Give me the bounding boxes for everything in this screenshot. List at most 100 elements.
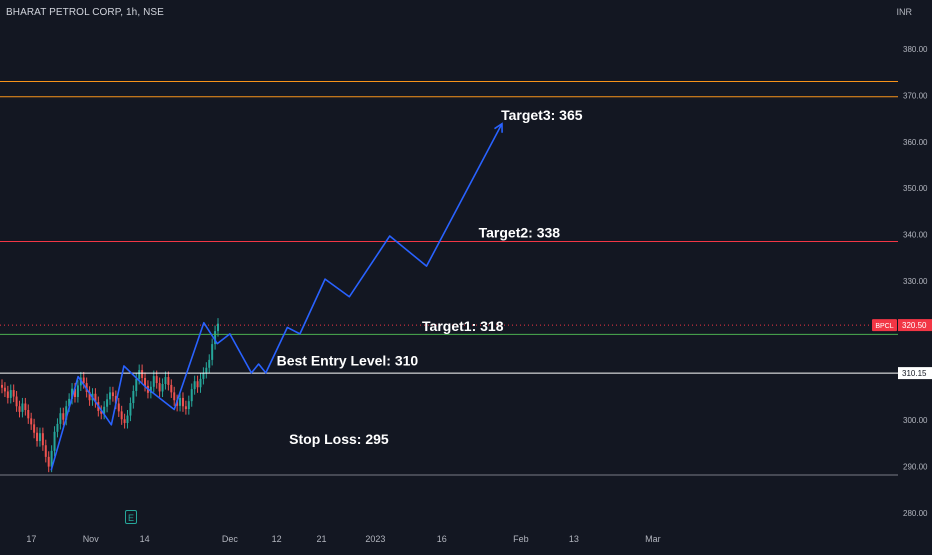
candle-body — [3, 387, 6, 392]
candle-body — [65, 406, 68, 420]
candle-body — [18, 406, 21, 412]
time-tick-label: Nov — [83, 534, 100, 544]
time-axis: 17 Nov 14 Dec 12 21 2023 16 Feb 13 Mar — [26, 534, 660, 544]
candle-body — [47, 456, 50, 467]
candle-body — [27, 409, 30, 419]
candle-body — [193, 381, 196, 390]
candle-body — [187, 401, 190, 410]
projection — [50, 122, 503, 471]
time-tick-label: Dec — [222, 534, 239, 544]
candles — [1, 318, 219, 473]
time-tick-label: Feb — [513, 534, 529, 544]
candle-body — [190, 389, 193, 402]
candle-body — [214, 331, 217, 345]
candle-body — [144, 377, 147, 386]
candle-body — [85, 383, 88, 392]
earnings-icon[interactable]: E — [125, 510, 137, 524]
candle-body — [44, 445, 47, 457]
candle-body — [1, 384, 3, 388]
candle-body — [152, 376, 155, 387]
candle-body — [94, 393, 97, 403]
candle-body — [202, 372, 205, 379]
candle-body — [120, 411, 123, 420]
time-tick-label: 16 — [437, 534, 447, 544]
price-tick-label: 300.00 — [903, 416, 928, 425]
candle-body — [158, 383, 161, 392]
price-tick-label: 290.00 — [903, 463, 928, 472]
candle-body — [123, 419, 126, 423]
symbol-tag: BPCL — [875, 323, 893, 330]
time-tick-label: 17 — [26, 534, 36, 544]
current-price-tag: 320.50 — [902, 321, 927, 330]
candle-body — [211, 344, 214, 360]
target1-label: Target1: 318 — [422, 318, 504, 334]
price-tick-label: 350.00 — [903, 184, 928, 193]
candle-body — [24, 403, 27, 410]
candle-body — [196, 381, 199, 388]
candle-body — [149, 386, 152, 393]
candle-body — [111, 392, 114, 397]
candle-body — [161, 384, 164, 392]
candle-body — [15, 396, 18, 407]
candle-body — [59, 413, 62, 424]
price-tick-label: 370.00 — [903, 91, 928, 100]
price-axis: 380.00 370.00 360.00 350.00 340.00 330.00 320.… — [898, 0, 932, 550]
candle-body — [117, 403, 120, 412]
candle-body — [12, 390, 15, 397]
price-axis-bg — [898, 0, 932, 550]
candle-body — [76, 385, 79, 397]
stoploss-label: Stop Loss: 295 — [289, 431, 389, 447]
candle-body — [164, 377, 167, 385]
candle-body — [199, 378, 202, 388]
candle-body — [205, 367, 208, 373]
candle-body — [141, 370, 144, 378]
projection-arrowhead — [494, 122, 503, 133]
candle-body — [62, 413, 65, 420]
candle-body — [103, 406, 106, 414]
symbol-title: BHARAT PETROL CORP, 1h, NSE — [6, 7, 164, 18]
annotations: Target3: 365 Target2: 338 Target1: 318 Best… — [277, 107, 583, 447]
price-tick-label: 380.00 — [903, 45, 928, 54]
candle-body — [88, 391, 91, 401]
candle-body — [155, 376, 158, 384]
candle-body — [30, 418, 33, 425]
candle-body — [208, 359, 211, 368]
price-tick-label: 280.00 — [903, 509, 928, 518]
candle-body — [184, 406, 187, 410]
candle-body — [100, 410, 103, 414]
candle-body — [36, 432, 39, 442]
time-tick-label: 2023 — [365, 534, 385, 544]
candle-body — [50, 450, 53, 467]
time-tick-label: Mar — [645, 534, 661, 544]
candle-body — [6, 391, 9, 398]
candle-body — [21, 403, 24, 412]
time-tick-label: 21 — [316, 534, 326, 544]
time-tick-label: 12 — [272, 534, 282, 544]
candle-body — [138, 370, 141, 379]
price-tags: BPCL 320.50 310.15 — [872, 319, 932, 380]
candle-body — [71, 388, 74, 399]
candle-body — [129, 403, 132, 416]
candle-body — [106, 399, 109, 407]
projection-path — [50, 123, 503, 471]
entry-price-tag-bg — [898, 367, 932, 380]
candle-body — [167, 377, 170, 385]
time-tick-label: 13 — [569, 534, 579, 544]
price-tick-label: 330.00 — [903, 277, 928, 286]
time-tick-label: 14 — [140, 534, 150, 544]
entry-price-tag: 310.15 — [902, 369, 927, 378]
candle-body — [56, 423, 59, 432]
entry-label: Best Entry Level: 310 — [277, 353, 419, 369]
candle-body — [135, 378, 138, 391]
candle-body — [170, 384, 173, 393]
currency-label: INR — [896, 7, 913, 17]
candle-body — [114, 396, 117, 404]
candle-body — [181, 397, 184, 407]
candle-body — [126, 415, 129, 423]
price-tick-label: 360.00 — [903, 138, 928, 147]
candle-body — [109, 392, 111, 400]
candle-body — [132, 390, 135, 404]
candle-body — [9, 390, 12, 398]
